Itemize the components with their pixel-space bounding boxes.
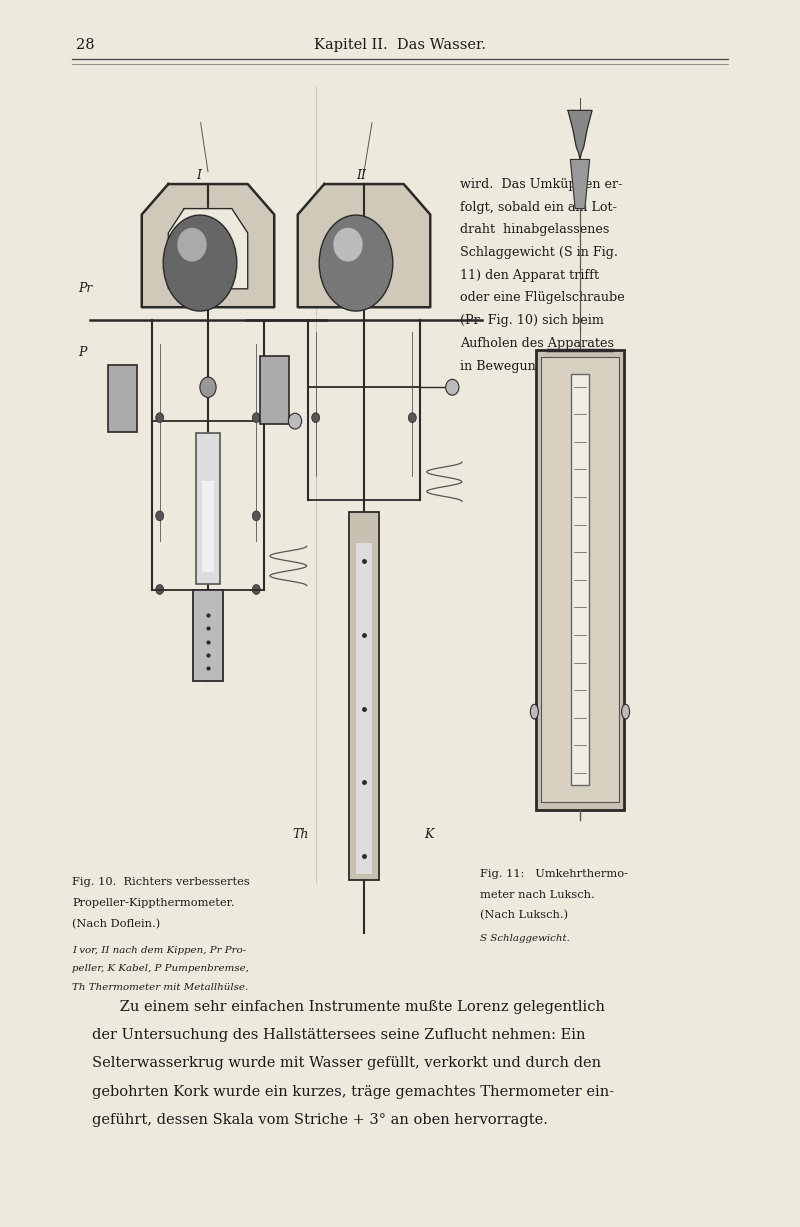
Bar [260, 356, 289, 425]
Text: der Untersuchung des Hallstättersees seine Zuflucht nehmen: Ein: der Untersuchung des Hallstättersees sei… [92, 1028, 586, 1042]
Ellipse shape [446, 379, 459, 395]
Ellipse shape [252, 584, 260, 594]
Bar [571, 374, 589, 785]
Bar [196, 433, 220, 584]
Polygon shape [570, 160, 590, 209]
Text: I vor, II nach dem Kippen, Pr Pro-: I vor, II nach dem Kippen, Pr Pro- [72, 946, 246, 955]
Ellipse shape [156, 510, 164, 520]
Ellipse shape [252, 510, 260, 520]
Ellipse shape [319, 215, 393, 312]
Bar [356, 544, 372, 875]
Text: 28: 28 [76, 38, 94, 52]
Bar [541, 357, 619, 802]
Text: Propeller-Kippthermometer.: Propeller-Kippthermometer. [72, 898, 234, 908]
Ellipse shape [288, 413, 302, 429]
Text: draht  hinabgelassenes: draht hinabgelassenes [460, 223, 610, 237]
Text: Schlaggewicht (S in Fig.: Schlaggewicht (S in Fig. [460, 245, 618, 259]
Text: Pr: Pr [78, 282, 93, 296]
Text: Th: Th [292, 828, 308, 842]
Ellipse shape [156, 412, 164, 422]
Text: meter nach Luksch.: meter nach Luksch. [480, 890, 594, 899]
Polygon shape [568, 110, 592, 160]
Text: Fig. 11:   Umkehrthermo-: Fig. 11: Umkehrthermo- [480, 869, 628, 879]
Ellipse shape [408, 412, 416, 422]
Bar [536, 350, 624, 810]
Ellipse shape [312, 412, 320, 422]
Text: peller, K Kabel, P Pumpenbremse,: peller, K Kabel, P Pumpenbremse, [72, 964, 249, 973]
Text: Fig. 10.  Richters verbessertes: Fig. 10. Richters verbessertes [72, 877, 250, 887]
Polygon shape [298, 184, 430, 307]
Ellipse shape [252, 412, 260, 422]
Text: K: K [424, 828, 434, 842]
Text: S: S [552, 407, 561, 421]
Ellipse shape [156, 584, 164, 594]
Text: S Schlaggewicht.: S Schlaggewicht. [480, 934, 570, 942]
Text: Zu einem sehr einfachen Instrumente mußte Lorenz gelegentlich: Zu einem sehr einfachen Instrumente mußt… [92, 1000, 605, 1014]
Text: Aufholen des Apparates: Aufholen des Apparates [460, 336, 614, 350]
Text: folgt, sobald ein am Lot-: folgt, sobald ein am Lot- [460, 200, 617, 213]
Text: Selterwasserkrug wurde mit Wasser gefüllt, verkorkt und durch den: Selterwasserkrug wurde mit Wasser gefüll… [92, 1056, 601, 1070]
Text: (Pr  Fig. 10) sich beim: (Pr Fig. 10) sich beim [460, 314, 604, 328]
Text: wird.  Das Umküppen er-: wird. Das Umküppen er- [460, 178, 622, 191]
Text: P: P [78, 346, 86, 360]
Text: 11) den Apparat trifft: 11) den Apparat trifft [460, 269, 599, 282]
Ellipse shape [163, 215, 237, 312]
Polygon shape [168, 209, 248, 288]
Polygon shape [142, 184, 274, 307]
Text: I: I [196, 169, 201, 183]
Text: geführt, dessen Skala vom Striche + 3° an oben hervorragte.: geführt, dessen Skala vom Striche + 3° a… [92, 1113, 548, 1126]
Text: oder eine Flügelschraube: oder eine Flügelschraube [460, 292, 625, 304]
Text: II: II [356, 169, 366, 183]
Text: gebohrten Kork wurde ein kurzes, träge gemachtes Thermometer ein-: gebohrten Kork wurde ein kurzes, träge g… [92, 1085, 614, 1098]
Bar [349, 513, 379, 881]
Ellipse shape [334, 228, 362, 261]
Ellipse shape [178, 228, 206, 261]
Ellipse shape [622, 704, 630, 719]
Text: Th Thermometer mit Metallhülse.: Th Thermometer mit Metallhülse. [72, 983, 248, 991]
Bar [193, 590, 223, 681]
Ellipse shape [200, 377, 216, 398]
Text: Kapitel II.  Das Wasser.: Kapitel II. Das Wasser. [314, 38, 486, 52]
Text: (Nach Luksch.): (Nach Luksch.) [480, 910, 568, 920]
Text: (Nach Doflein.): (Nach Doflein.) [72, 919, 160, 929]
Text: in Bewegung setzt.: in Bewegung setzt. [460, 360, 583, 373]
Bar [202, 481, 214, 572]
Ellipse shape [530, 704, 538, 719]
Bar [107, 364, 137, 432]
